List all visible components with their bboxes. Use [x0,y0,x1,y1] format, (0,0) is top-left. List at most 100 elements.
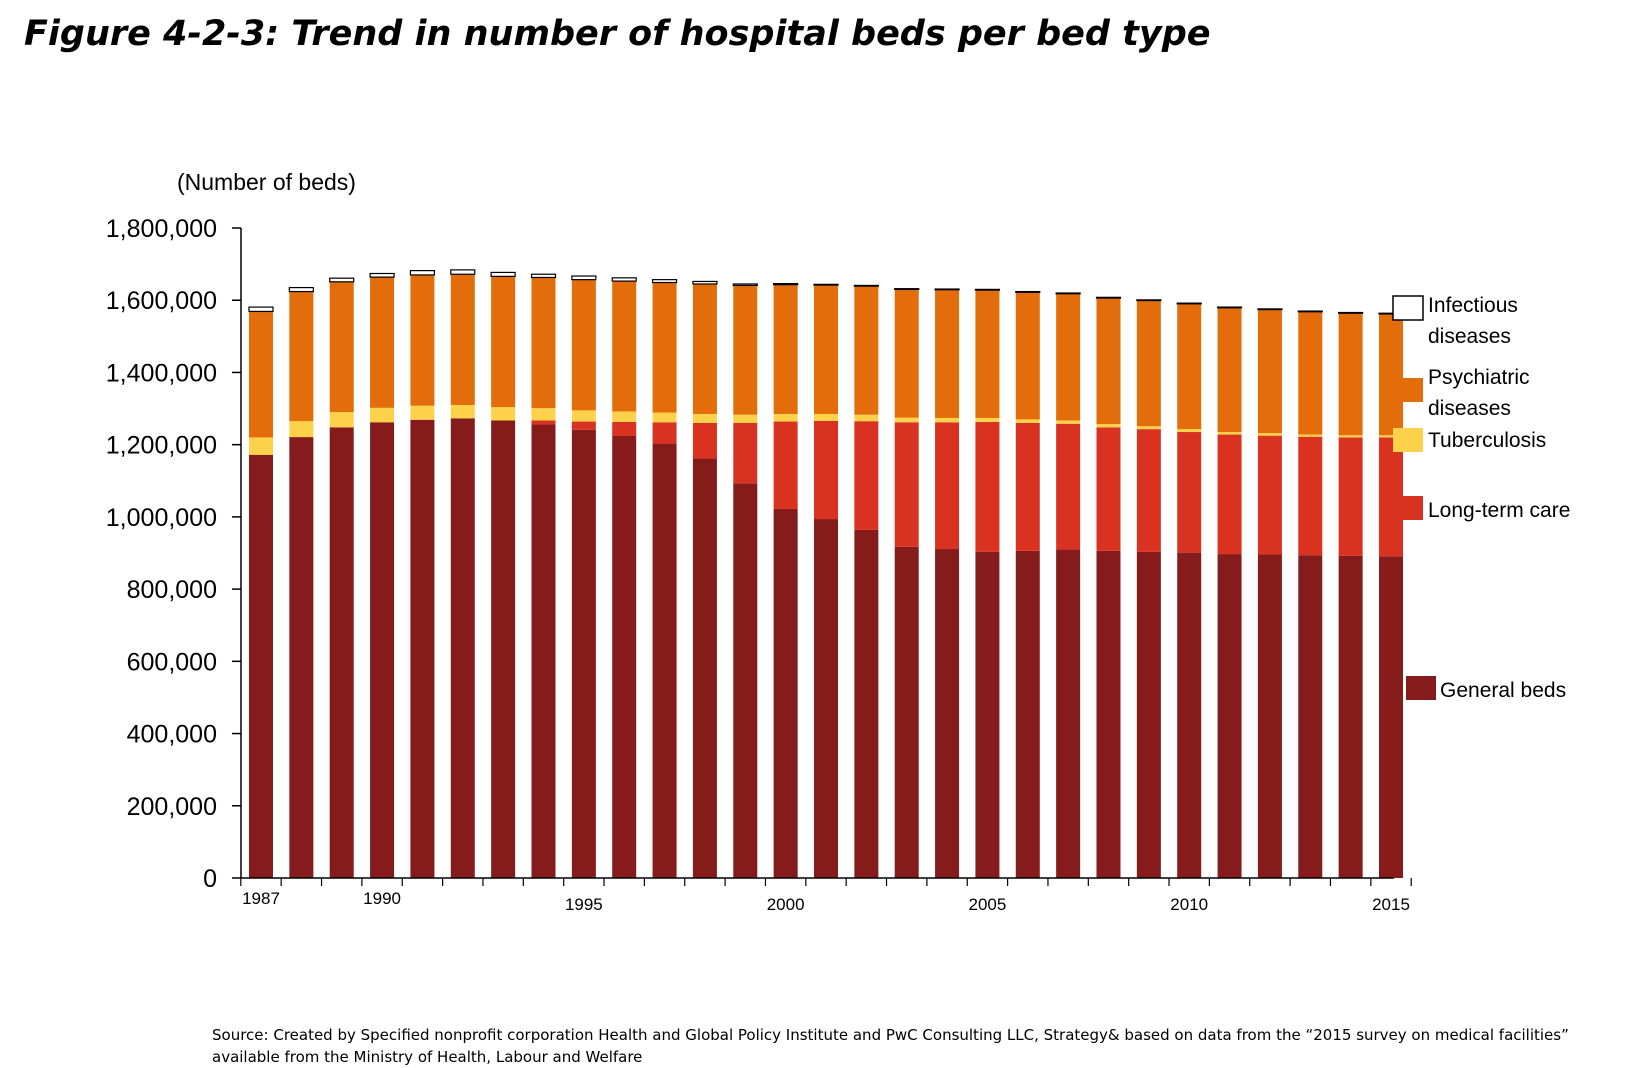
bar-segment [1096,424,1121,428]
bar-segment [1257,435,1282,555]
bar-segment [289,291,314,422]
legend-label: Psychiatric [1428,366,1530,389]
bar-segment [612,281,637,412]
x-tick-label: 1990 [363,889,401,908]
bar-segment [813,420,838,520]
bar-segment [289,421,314,438]
legend-swatch [1393,496,1423,520]
bar-segment [1015,292,1040,420]
legend-label: Tuberculosis [1428,429,1546,452]
bar-segment [1297,310,1323,313]
source-line-2: available from the Ministry of Health, L… [212,1048,643,1066]
bar-segment [1177,303,1202,430]
legend-label: Long-term care [1428,499,1570,522]
bar-segment [249,437,273,455]
bar-segment [491,407,516,421]
bar-segment [370,407,395,423]
bar-segment [773,413,798,422]
bar-segment [975,421,1000,552]
bar-segment [894,289,919,418]
y-tick-label: 0 [203,865,217,893]
bar-segment [611,277,637,282]
bar-segment [1136,300,1161,427]
bar-segment [813,413,838,421]
bar-segment [249,454,273,878]
bar-segment [1015,419,1040,423]
bar-segment [975,290,1000,418]
y-tick-label: 1,400,000 [106,359,217,387]
bar-segment [410,405,435,420]
bar-segment [935,289,960,418]
bar-segment [934,288,960,291]
bar-segment [1176,302,1202,305]
bar-segment [773,284,798,414]
bar-segment [531,408,556,421]
bar-segment [1338,437,1363,556]
bar-segment [571,279,596,411]
bar-segment [773,283,799,286]
bar-segment [410,419,435,878]
bar-segment [571,410,596,422]
bar-segment [1056,549,1081,878]
bar-segment [1298,434,1323,437]
bar-segment [894,546,919,878]
bar-segment [1257,309,1282,434]
bar-segment [1338,311,1364,314]
bar-segment [370,422,395,878]
bar-segment [853,284,879,287]
legend-label: Infectious [1428,294,1518,317]
bar-segment [1056,293,1081,421]
bar-segment [289,437,314,878]
bar-segment [571,429,596,878]
legend-label-line2: diseases [1428,325,1511,348]
bar-segment [490,271,516,277]
bar-segment [288,286,314,293]
x-tick-label: 1995 [565,895,603,914]
x-axis-ticks: 1987 1990 1995 2000 2005 2010 2015 [242,889,1410,914]
y-tick-label: 1,600,000 [106,287,217,315]
bar-segment [894,288,920,290]
axes [240,228,1412,886]
bar-segment [1338,435,1363,438]
bar-segment [1217,432,1242,435]
legend-label-line2: diseases [1428,397,1511,420]
bar-segment [854,286,879,415]
bar-segment [854,414,879,422]
y-tick-label: 200,000 [127,793,217,821]
bar-segment [692,413,717,423]
bar-segment [248,306,274,313]
bar-segment [652,412,677,423]
y-tick-label: 1,000,000 [106,504,217,532]
bar-segment [1177,429,1202,433]
y-tick-label: 800,000 [127,576,217,604]
bar-segment [692,283,717,414]
bar-segment [651,279,678,284]
bar-segment [894,422,919,547]
legend-swatch [1393,378,1423,402]
bar-segment [1217,307,1242,433]
bar-segment [975,551,1000,878]
y-tick-label: 600,000 [127,648,217,676]
bar-segment [1217,434,1242,555]
source-line-1: Source: Created by Specified nonprofit c… [212,1026,1569,1044]
bar-segment [1015,550,1040,878]
x-tick-label: 2010 [1170,895,1208,914]
bar-segment [1298,555,1323,878]
bar-segment [1136,551,1161,878]
legend-swatch [1392,295,1424,321]
bar-segment [450,274,475,405]
bars [248,269,1404,878]
chart-title: Figure 4-2-3: Trend in number of hospita… [24,14,1211,54]
bar-segment [935,422,960,550]
bar-segment [692,423,717,459]
bar-segment [1056,420,1081,424]
bar-segment [491,276,516,408]
bar-segment [813,285,838,414]
bar-segment [733,483,758,878]
bar-segment [652,282,677,413]
bar-segment [935,417,960,423]
bar-segment [813,283,839,286]
y-tick-label: 1,200,000 [106,432,217,460]
bar-segment [450,269,476,275]
